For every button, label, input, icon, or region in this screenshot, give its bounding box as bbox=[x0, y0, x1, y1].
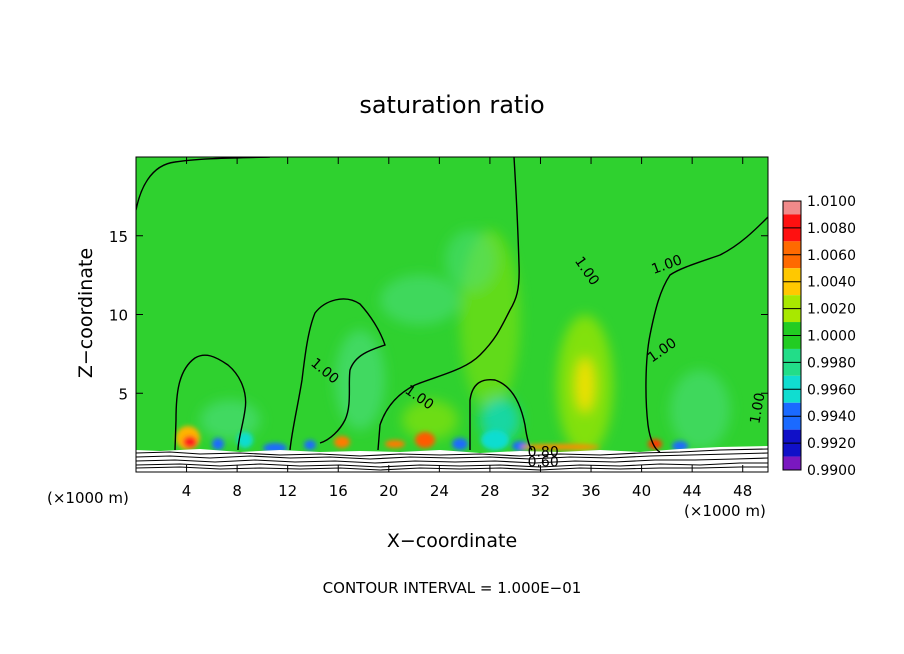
colorbar-swatch bbox=[783, 416, 801, 430]
colorbar-swatch bbox=[783, 214, 801, 228]
colorbar-label: 0.9980 bbox=[807, 355, 856, 371]
x-tick-label: 4 bbox=[182, 482, 192, 500]
colorbar-label: 1.0100 bbox=[807, 194, 856, 210]
x-tick-label: 20 bbox=[379, 482, 398, 500]
x-axis-unit-left: (×1000 m) bbox=[47, 489, 129, 507]
x-tick-label: 48 bbox=[733, 482, 752, 500]
colorbar-label: 0.9900 bbox=[807, 463, 856, 479]
y-tick-label: 10 bbox=[109, 307, 128, 325]
x-tick-label: 32 bbox=[531, 482, 550, 500]
x-tick-label: 12 bbox=[278, 482, 297, 500]
y-tick-label: 5 bbox=[118, 385, 128, 403]
x-tick-label: 40 bbox=[632, 482, 651, 500]
colorbar-label: 1.0060 bbox=[807, 248, 856, 264]
colorbar-swatch bbox=[783, 241, 801, 255]
axis-ticks bbox=[136, 157, 768, 472]
colorbar-swatch bbox=[783, 335, 801, 349]
x-tick-label: 8 bbox=[232, 482, 242, 500]
colorbar-swatch bbox=[783, 443, 801, 457]
colorbar-swatch bbox=[783, 308, 801, 323]
colorbar-swatch bbox=[783, 348, 801, 363]
contour-label: 0.60 bbox=[528, 454, 559, 470]
x-tick-label: 24 bbox=[430, 482, 449, 500]
colorbar-swatch bbox=[783, 227, 801, 242]
x-axis-unit-right: (×1000 m) bbox=[684, 502, 766, 520]
colorbar-swatch bbox=[783, 362, 801, 376]
colorbar-swatch bbox=[783, 281, 801, 296]
colorbar-label: 0.9960 bbox=[807, 382, 856, 398]
colorbar-label: 1.0020 bbox=[807, 302, 856, 318]
colorbar-frame bbox=[782, 200, 802, 471]
x-axis-label: X−coordinate bbox=[387, 530, 517, 552]
y-axis-label: Z−coordinate bbox=[75, 248, 97, 378]
colorbar-label: 1.0000 bbox=[807, 329, 856, 345]
contour-interval-footer: CONTOUR INTERVAL = 1.000E−01 bbox=[323, 579, 582, 597]
colorbar-swatch bbox=[783, 375, 801, 390]
x-tick-label: 28 bbox=[480, 482, 499, 500]
colorbar-swatch bbox=[783, 389, 801, 403]
colorbar-swatch bbox=[783, 254, 801, 269]
colorbar-label: 1.0040 bbox=[807, 275, 856, 291]
colorbar: 1.0100 1.0080 1.0060 1.0040 1.0020 1.0000 0.99… bbox=[782, 194, 856, 479]
x-tick-label: 36 bbox=[581, 482, 600, 500]
colorbar-label: 0.9940 bbox=[807, 409, 856, 425]
colorbar-swatch bbox=[783, 322, 801, 336]
colorbar-swatch bbox=[783, 268, 801, 282]
colorbar-swatch bbox=[783, 456, 801, 470]
contour-label: 1.00 bbox=[747, 392, 768, 425]
y-tick-label: 15 bbox=[109, 228, 128, 246]
x-tick-label: 16 bbox=[329, 482, 348, 500]
x-tick-label: 44 bbox=[683, 482, 702, 500]
colorbar-label: 0.9920 bbox=[807, 436, 856, 452]
chart-title: saturation ratio bbox=[359, 91, 544, 119]
contour-label: 0.80 bbox=[528, 444, 559, 460]
colorbar-swatch bbox=[783, 429, 801, 444]
colorbar-swatch bbox=[783, 295, 801, 309]
heatmap-field bbox=[136, 157, 768, 472]
colorbar-swatch bbox=[783, 201, 801, 215]
colorbar-label: 1.0080 bbox=[807, 221, 856, 237]
colorbar-swatch bbox=[783, 402, 801, 417]
